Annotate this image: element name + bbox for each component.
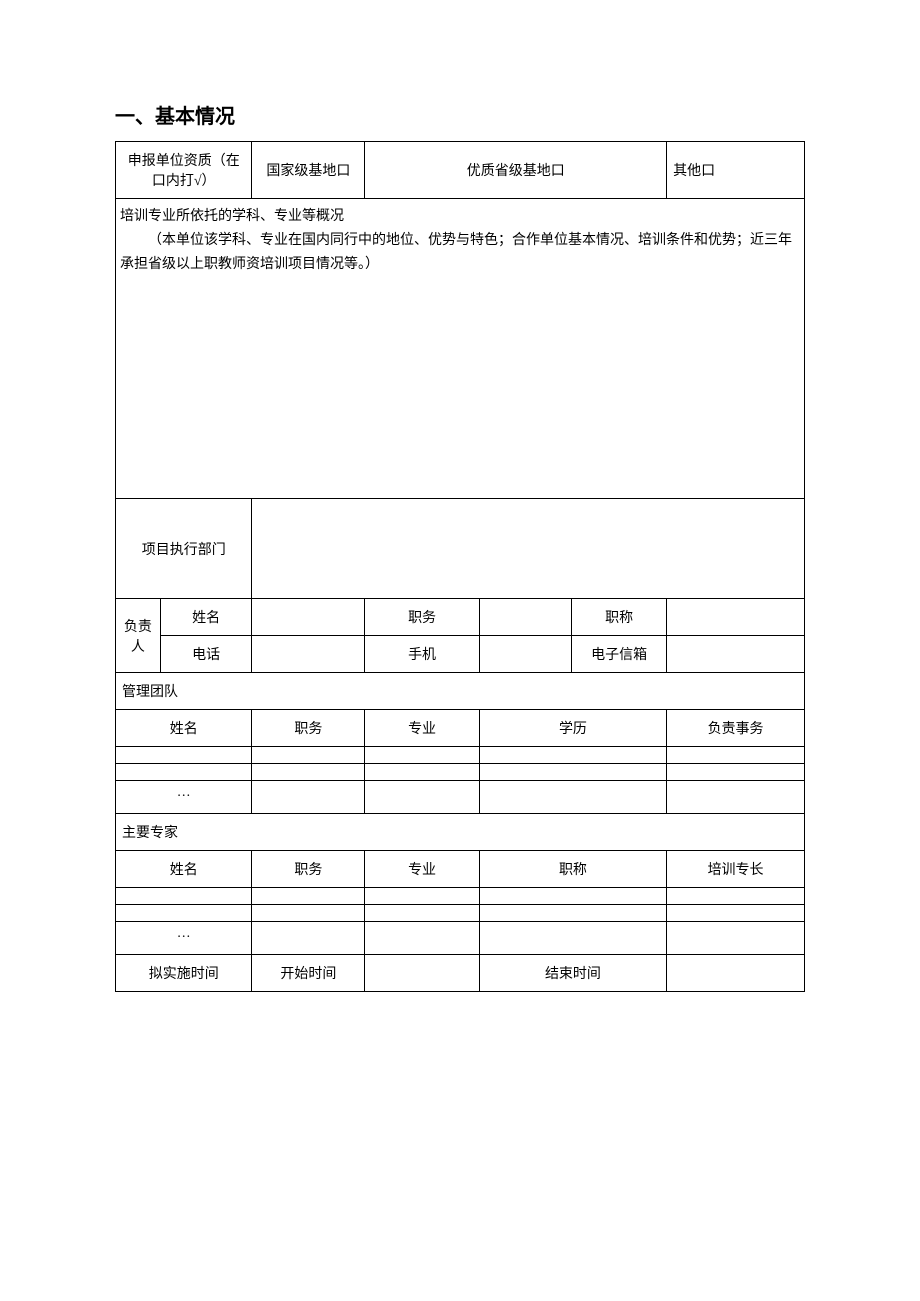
- responsible-position-label: 职务: [365, 599, 479, 636]
- management-cell[interactable]: [667, 781, 805, 814]
- responsible-name-value[interactable]: [252, 599, 365, 636]
- experts-col-major: 专业: [365, 851, 479, 888]
- management-cell[interactable]: ···: [116, 781, 252, 814]
- responsible-mobile-value[interactable]: [479, 636, 571, 673]
- experts-row-2: ···: [116, 922, 805, 955]
- experts-cell[interactable]: [365, 905, 479, 922]
- responsible-email-label: 电子信箱: [572, 636, 667, 673]
- management-team-columns-row: 姓名 职务 专业 学历 负责事务: [116, 710, 805, 747]
- implementation-start-label: 开始时间: [252, 955, 365, 992]
- experts-cell[interactable]: [116, 905, 252, 922]
- management-cell[interactable]: [479, 764, 666, 781]
- responsible-phone-value[interactable]: [252, 636, 365, 673]
- management-row-1: [116, 764, 805, 781]
- experts-cell[interactable]: [667, 905, 805, 922]
- experts-cell[interactable]: [252, 888, 365, 905]
- experts-header-row: 主要专家: [116, 814, 805, 851]
- management-team-header-row: 管理团队: [116, 673, 805, 710]
- management-col-duty: 负责事务: [667, 710, 805, 747]
- management-col-name: 姓名: [116, 710, 252, 747]
- management-cell[interactable]: [479, 747, 666, 764]
- responsible-title-value[interactable]: [667, 599, 805, 636]
- responsible-label: 负责人: [116, 599, 161, 673]
- implementation-end-value[interactable]: [667, 955, 805, 992]
- qualification-provincial[interactable]: 优质省级基地口: [365, 142, 667, 199]
- experts-cell[interactable]: [365, 922, 479, 955]
- implementation-start-value[interactable]: [365, 955, 479, 992]
- responsible-name-label: 姓名: [160, 599, 252, 636]
- management-cell[interactable]: [667, 764, 805, 781]
- qualification-national[interactable]: 国家级基地口: [252, 142, 365, 199]
- management-cell[interactable]: [667, 747, 805, 764]
- experts-cell[interactable]: [479, 922, 666, 955]
- experts-cell[interactable]: [252, 922, 365, 955]
- management-cell[interactable]: [365, 747, 479, 764]
- executing-dept-value[interactable]: [252, 499, 805, 599]
- responsible-mobile-label: 手机: [365, 636, 479, 673]
- experts-columns-row: 姓名 职务 专业 职称 培训专长: [116, 851, 805, 888]
- experts-col-position: 职务: [252, 851, 365, 888]
- management-row-0: [116, 747, 805, 764]
- basic-info-table: 申报单位资质（在口内打√） 国家级基地口 优质省级基地口 其他口 培训专业所依托…: [115, 141, 805, 992]
- experts-cell[interactable]: [252, 905, 365, 922]
- experts-col-title: 职称: [479, 851, 666, 888]
- overview-cell[interactable]: 培训专业所依托的学科、专业等概况 （本单位该学科、专业在国内同行中的地位、优势与…: [116, 199, 805, 499]
- experts-cell[interactable]: [479, 888, 666, 905]
- overview-note: （本单位该学科、专业在国内同行中的地位、优势与特色；合作单位基本情况、培训条件和…: [120, 229, 800, 277]
- implementation-time-row: 拟实施时间 开始时间 结束时间: [116, 955, 805, 992]
- management-cell[interactable]: [252, 764, 365, 781]
- experts-col-name: 姓名: [116, 851, 252, 888]
- management-cell[interactable]: [365, 764, 479, 781]
- section-title: 一、基本情况: [115, 100, 805, 129]
- experts-cell[interactable]: [667, 888, 805, 905]
- management-cell[interactable]: [252, 781, 365, 814]
- experts-cell[interactable]: ···: [116, 922, 252, 955]
- implementation-label: 拟实施时间: [116, 955, 252, 992]
- management-cell[interactable]: [365, 781, 479, 814]
- experts-row-1: [116, 905, 805, 922]
- implementation-end-label: 结束时间: [479, 955, 666, 992]
- experts-cell[interactable]: [667, 922, 805, 955]
- management-col-education: 学历: [479, 710, 666, 747]
- management-cell[interactable]: [116, 747, 252, 764]
- executing-dept-row: 项目执行部门: [116, 499, 805, 599]
- management-col-position: 职务: [252, 710, 365, 747]
- experts-col-specialty: 培训专长: [667, 851, 805, 888]
- experts-cell[interactable]: [116, 888, 252, 905]
- responsible-row-1: 负责人 姓名 职务 职称: [116, 599, 805, 636]
- management-team-section-label: 管理团队: [116, 673, 805, 710]
- responsible-email-value[interactable]: [667, 636, 805, 673]
- management-cell[interactable]: [479, 781, 666, 814]
- management-col-major: 专业: [365, 710, 479, 747]
- management-cell[interactable]: [116, 764, 252, 781]
- executing-dept-label: 项目执行部门: [116, 499, 252, 599]
- qualification-label: 申报单位资质（在口内打√）: [116, 142, 252, 199]
- qualification-row: 申报单位资质（在口内打√） 国家级基地口 优质省级基地口 其他口: [116, 142, 805, 199]
- experts-cell[interactable]: [365, 888, 479, 905]
- experts-cell[interactable]: [479, 905, 666, 922]
- management-row-2: ···: [116, 781, 805, 814]
- experts-section-label: 主要专家: [116, 814, 805, 851]
- overview-heading: 培训专业所依托的学科、专业等概况: [120, 205, 800, 225]
- overview-row: 培训专业所依托的学科、专业等概况 （本单位该学科、专业在国内同行中的地位、优势与…: [116, 199, 805, 499]
- experts-row-0: [116, 888, 805, 905]
- responsible-phone-label: 电话: [160, 636, 252, 673]
- responsible-row-2: 电话 手机 电子信箱: [116, 636, 805, 673]
- qualification-other[interactable]: 其他口: [667, 142, 805, 199]
- responsible-title-label: 职称: [572, 599, 667, 636]
- responsible-position-value[interactable]: [479, 599, 571, 636]
- management-cell[interactable]: [252, 747, 365, 764]
